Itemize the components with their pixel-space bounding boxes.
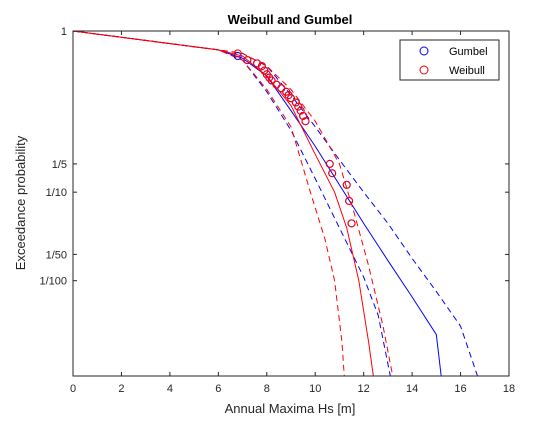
y-tick-label-4: 1/100: [39, 276, 67, 288]
y-axis-ticks: 1 1/5 1/10 1/50 1/100: [39, 26, 509, 288]
y-tick-label-1: 1/5: [52, 159, 67, 171]
marker-layer: [233, 49, 356, 228]
weibull-point-0: [233, 49, 242, 58]
x-axis-ticks: 0 2 4 6 8 10 12 14 16 18: [70, 31, 515, 395]
weibull-point-22: [347, 219, 356, 228]
y-axis-label: Exceedance probability: [13, 135, 28, 270]
y-tick-label-3: 1/50: [46, 249, 67, 261]
x-tick-label-1: 2: [118, 383, 124, 395]
weibull-point-21: [345, 196, 354, 205]
x-tick-label-7: 14: [406, 383, 418, 395]
x-tick-label-6: 12: [358, 383, 370, 395]
weibull-point-3: [257, 62, 266, 71]
x-tick-label-0: 0: [70, 383, 76, 395]
weibull-point-2: [253, 59, 262, 68]
legend-weibull-label: Weibull: [449, 65, 485, 77]
weibull-point-1: [243, 56, 252, 65]
plot-area: [73, 31, 509, 376]
x-tick-label-2: 4: [167, 383, 173, 395]
weibull-point-14: [294, 102, 303, 111]
weibull-point-12: [287, 94, 295, 103]
weibull-point-15: [296, 106, 305, 115]
weibull-point-20: [342, 180, 351, 189]
gumbel-point-0: [233, 52, 242, 61]
plot-box: [72, 30, 510, 377]
weibull-point-19: [328, 169, 337, 178]
legend-box: [399, 39, 500, 81]
weibull-point-16: [299, 111, 308, 120]
weibull-point-18: [325, 159, 334, 168]
weibull-point-13: [291, 98, 300, 107]
gumbel-lower-bound-line: [72, 30, 391, 377]
x-tick-label-4: 8: [264, 383, 270, 395]
y-tick-label-2: 1/10: [46, 187, 67, 199]
chart-title: Weibull and Gumbel: [228, 12, 353, 27]
legend-gumbel-label: Gumbel: [449, 46, 488, 58]
weibull-point-17: [301, 117, 310, 126]
x-tick-label-9: 18: [503, 383, 515, 395]
x-tick-label-8: 16: [454, 383, 466, 395]
x-tick-label-5: 10: [309, 383, 321, 395]
x-axis-label: Annual Maxima Hs [m]: [225, 401, 356, 416]
legend-gumbel-marker: [419, 46, 429, 56]
legend: Gumbel Weibull: [399, 39, 500, 81]
legend-weibull-marker: [419, 65, 429, 75]
weibull-point-7: [267, 76, 276, 85]
x-tick-label-3: 6: [215, 383, 221, 395]
y-tick-label-0: 1: [61, 26, 67, 38]
